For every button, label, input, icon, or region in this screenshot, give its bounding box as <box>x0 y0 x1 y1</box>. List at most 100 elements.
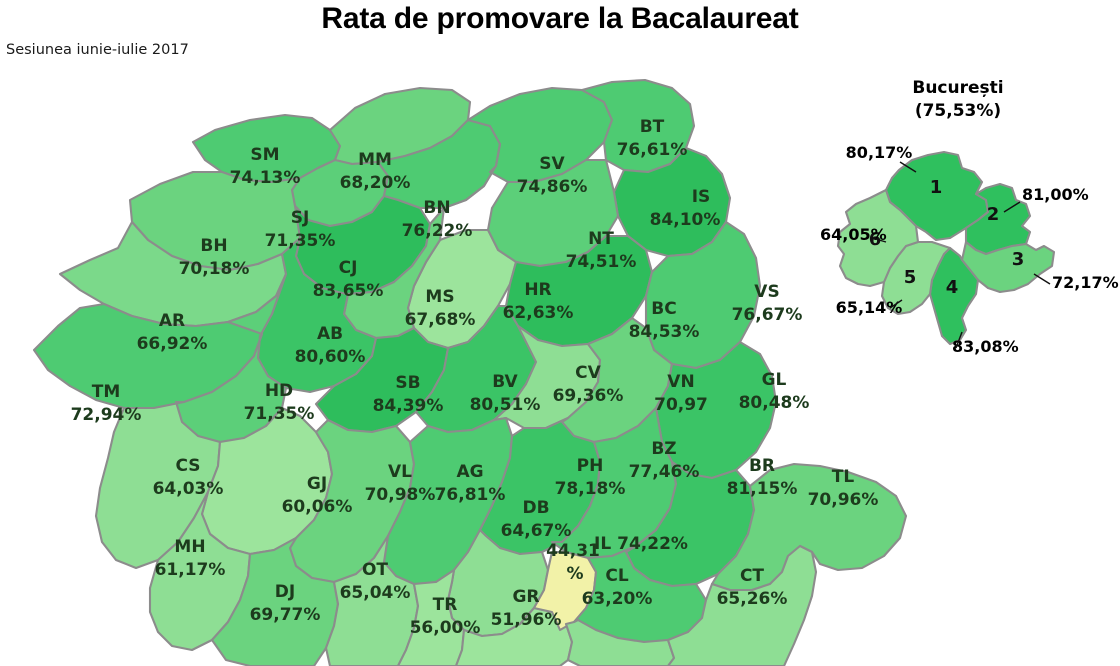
label-CT-value: 65,26% <box>717 589 788 609</box>
label-CV-value: 69,36% <box>553 386 624 406</box>
label-BV-value: 80,51% <box>470 395 541 415</box>
label-TR-code: TR <box>433 595 458 615</box>
bucharest-inset: București (75,53%) 1 2 3 4 5 6 80,17% 81… <box>820 78 1119 356</box>
label-MS-value: 67,68% <box>405 310 476 330</box>
label-GR-value: 51,96% <box>491 610 562 630</box>
label-DB-value: 64,67% <box>501 521 572 541</box>
label-AR-code: AR <box>159 311 185 331</box>
label-SJ-value: 71,35% <box>265 231 336 251</box>
bucharest-sector-1-label: 1 <box>930 177 943 198</box>
label-MM-value: 68,20% <box>340 173 411 193</box>
label-MM-code: MM <box>358 150 392 170</box>
label-NT-code: NT <box>588 229 614 249</box>
label-VN-value: 70,97 <box>654 395 708 415</box>
label-CL-value: 63,20% <box>582 589 653 609</box>
label-NT-value: 74,51% <box>566 252 637 272</box>
label-HR-code: HR <box>524 280 551 300</box>
label-GR-code: GR <box>512 587 539 607</box>
label-HR-value: 62,63% <box>503 303 574 323</box>
label-TM-code: TM <box>92 382 121 402</box>
bucharest-sector-1-value: 80,17% <box>846 143 913 162</box>
label-TM-value: 72,94% <box>71 405 142 425</box>
label-AB-code: AB <box>317 324 343 344</box>
label-IL: IL 74,22% <box>594 534 688 554</box>
label-BZ-code: BZ <box>651 439 676 459</box>
label-SV-value: 74,86% <box>517 177 588 197</box>
label-BN-code: BN <box>423 198 450 218</box>
label-GJ-code: GJ <box>307 474 327 494</box>
bucharest-sector-2-value: 81,00% <box>1022 185 1089 204</box>
label-TL-value: 70,96% <box>808 490 879 510</box>
label-CJ-value: 83,65% <box>313 281 384 301</box>
label-CS-code: CS <box>175 456 200 476</box>
bucharest-sector-4-value: 83,08% <box>952 337 1019 356</box>
label-AR-value: 66,92% <box>137 334 208 354</box>
label-CJ-code: CJ <box>339 258 358 278</box>
bucharest-sector-6[interactable] <box>836 188 920 288</box>
label-BH-value: 70,18% <box>179 259 250 279</box>
label-OT-value: 65,04% <box>340 583 411 603</box>
leader-line-sector-6 <box>871 237 887 243</box>
map-area: SM 74,13% MM 68,20% SJ 71,35% BH 70,18% … <box>0 60 1120 666</box>
label-AB-value: 80,60% <box>295 347 366 367</box>
label-GJ-value: 60,06% <box>282 497 353 517</box>
label-BZ-value: 77,46% <box>629 462 700 482</box>
label-CL-code: CL <box>605 566 628 586</box>
page-title: Rata de promovare la Bacalaureat <box>321 2 799 35</box>
label-DJ-value: 69,77% <box>250 605 321 625</box>
label-AG-value: 76,81% <box>435 485 506 505</box>
label-AG-code: AG <box>456 462 483 482</box>
label-IF-value1: 44,31 <box>546 541 600 561</box>
bucharest-sector-3-value: 72,17% <box>1052 273 1119 292</box>
label-BR-value: 81,15% <box>727 479 798 499</box>
label-VS-value: 76,67% <box>732 305 803 325</box>
label-VL-value: 70,98% <box>365 485 436 505</box>
subtitle: Sesiunea iunie-iulie 2017 <box>6 42 189 58</box>
label-BC-code: BC <box>651 299 676 319</box>
leader-line-sector-1 <box>899 161 917 173</box>
county-TL[interactable] <box>710 462 908 592</box>
label-VS-code: VS <box>754 282 779 302</box>
county-CT[interactable] <box>666 544 818 666</box>
bucharest-sector-6-value: 64,05% <box>820 225 887 244</box>
label-TL-code: TL <box>832 467 855 487</box>
label-HD-value: 71,35% <box>244 404 315 424</box>
label-GL-value: 80,48% <box>739 393 810 413</box>
label-BH-code: BH <box>200 236 227 256</box>
bucharest-sector-3-label: 3 <box>1012 249 1025 270</box>
label-BV-code: BV <box>492 372 518 392</box>
label-OT-code: OT <box>362 560 388 580</box>
label-BT-code: BT <box>640 117 665 137</box>
label-PH-value: 78,18% <box>555 479 626 499</box>
label-GL-code: GL <box>762 370 787 390</box>
bucharest-overall: (75,53%) <box>915 101 1001 121</box>
label-SM-code: SM <box>250 145 279 165</box>
label-TR-value: 56,00% <box>410 618 481 638</box>
leader-line-sector-5 <box>889 299 903 309</box>
label-DJ-code: DJ <box>275 582 295 602</box>
label-CS-value: 64,03% <box>153 479 224 499</box>
bucharest-sector-2-label: 2 <box>987 204 1000 225</box>
leader-line-sector-3 <box>1033 273 1051 285</box>
label-SV-code: SV <box>539 154 565 174</box>
label-IS-code: IS <box>692 187 711 207</box>
label-HD-code: HD <box>265 381 293 401</box>
label-CT-code: CT <box>740 566 764 586</box>
label-BT-value: 76,61% <box>617 140 688 160</box>
label-VL-code: VL <box>388 462 412 482</box>
label-IF-value2: % <box>566 564 583 584</box>
label-SB-code: SB <box>395 373 420 393</box>
label-IS-value: 84,10% <box>650 210 721 230</box>
county-labels: SM 74,13% MM 68,20% SJ 71,35% BH 70,18% … <box>71 117 879 638</box>
label-SJ-code: SJ <box>291 208 310 228</box>
label-BC-value: 84,53% <box>629 322 700 342</box>
label-MH-value: 61,17% <box>155 560 226 580</box>
label-SM-value: 74,13% <box>230 168 301 188</box>
bucharest-title: București <box>912 78 1003 98</box>
bucharest-sector-4-label: 4 <box>946 277 959 298</box>
label-DB-code: DB <box>522 498 549 518</box>
bucharest-sector-5-label: 5 <box>904 267 917 288</box>
label-BN-value: 76,22% <box>402 221 473 241</box>
label-CV-code: CV <box>575 363 601 383</box>
